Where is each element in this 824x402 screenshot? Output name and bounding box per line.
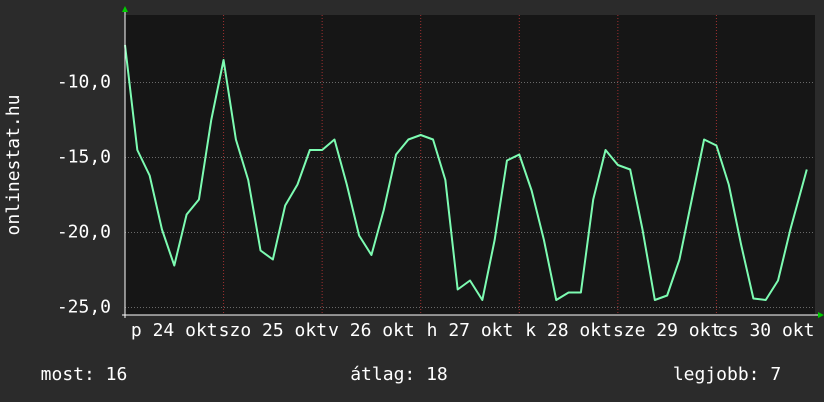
x-tick-label: sze 29 okt	[613, 320, 721, 341]
y-axis-label: onlinestat.hu	[3, 95, 24, 236]
plot-area	[125, 15, 815, 315]
footer-stat: most: 16	[41, 364, 128, 385]
x-tick-label: k 28 okt	[525, 320, 612, 341]
x-tick-label: v 26 okt	[328, 320, 415, 341]
footer-stat: legjobb: 7	[673, 364, 781, 385]
y-tick-label: -15,0	[57, 147, 111, 168]
x-arrow	[818, 312, 824, 318]
x-tick-label: szo 25 okt	[219, 320, 327, 341]
x-tick-label: cs 30 okt	[717, 320, 815, 341]
x-tick-label: p 24 okt	[131, 320, 218, 341]
y-tick-label: -10,0	[57, 72, 111, 93]
y-tick-label: -25,0	[57, 297, 111, 318]
footer-stat: átlag: 18	[350, 364, 448, 385]
y-tick-label: -20,0	[57, 222, 111, 243]
x-tick-label: h 27 okt	[427, 320, 514, 341]
y-arrow	[122, 6, 128, 12]
data-line	[124, 44, 808, 301]
